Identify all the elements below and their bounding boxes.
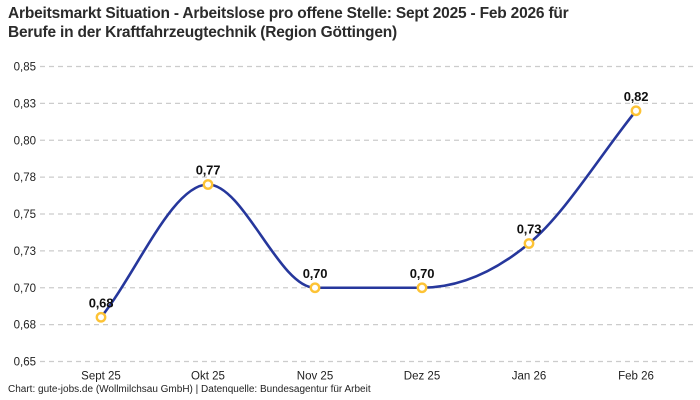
y-axis-tick-label: 0,78: [14, 172, 36, 184]
y-axis-tick-label: 0,85: [14, 62, 36, 74]
x-axis-category-label: Nov 25: [297, 371, 333, 383]
series-line: [99, 109, 638, 319]
data-point-marker: [416, 282, 428, 294]
chart-title-line2: Berufe in der Kraftfahrzeugtechnik (Regi…: [8, 24, 397, 41]
data-point-marker: [523, 238, 535, 249]
data-point-value-label: 0,82: [624, 89, 649, 104]
data-point-value-label: 0,77: [196, 163, 221, 178]
data-point-value-label: 0,73: [517, 222, 542, 237]
data-point-marker: [309, 282, 321, 294]
data-point-marker: [95, 311, 107, 323]
x-axis-category-label: Okt 25: [191, 371, 225, 383]
y-axis-tick-label: 0,65: [14, 357, 36, 369]
y-axis-tick-label: 0,80: [14, 135, 36, 147]
x-axis-category-label: Sept 25: [81, 371, 121, 383]
x-axis-category-label: Dez 25: [404, 371, 440, 383]
y-axis-tick-label: 0,75: [14, 209, 36, 221]
data-point-value-label: 0,70: [303, 266, 328, 281]
y-axis-tick-label: 0,68: [14, 320, 36, 332]
chart-footer-credit: Chart: gute-jobs.de (Wollmilchsau GmbH) …: [8, 384, 371, 395]
data-point-marker: [630, 105, 642, 117]
y-axis-tick-label: 0,70: [14, 283, 36, 295]
y-axis-tick-label: 0,73: [14, 246, 36, 258]
data-point-value-label: 0,70: [410, 266, 435, 281]
chart-title-line1: Arbeitsmarkt Situation - Arbeitslose pro…: [8, 5, 569, 22]
x-axis-category-label: Jan 26: [512, 371, 547, 383]
data-point-marker: [202, 179, 214, 190]
data-point-value-label: 0,68: [89, 295, 114, 310]
x-axis-category-label: Feb 26: [618, 371, 654, 383]
chart-title: Arbeitsmarkt Situation - Arbeitslose pro…: [8, 4, 684, 42]
y-axis-tick-label: 0,83: [14, 98, 36, 110]
